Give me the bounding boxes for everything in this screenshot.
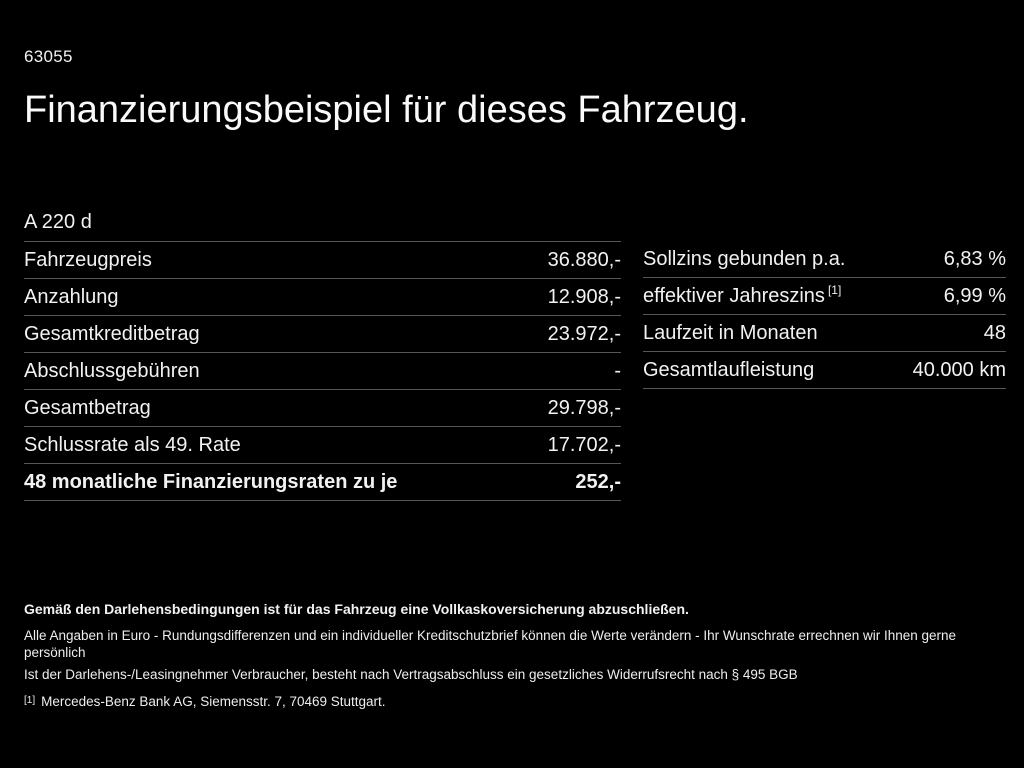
disclaimer-line: Alle Angaben in Euro - Rundungsdifferenz… — [24, 628, 957, 660]
vehicle-model-label: A 220 d — [24, 211, 92, 233]
table-row: Gesamtbetrag 29.798,- — [24, 390, 621, 427]
page-title: Finanzierungsbeispiel für dieses Fahrzeu… — [24, 89, 749, 131]
row-value: 6,99 % — [943, 284, 1006, 307]
row-value: 48 — [983, 321, 1006, 344]
row-label: Gesamtkreditbetrag — [24, 322, 200, 345]
row-value: 17.702,- — [547, 433, 621, 456]
table-row: Fahrzeugpreis 36.880,- — [24, 242, 621, 279]
row-label: Abschlussgebühren — [24, 359, 200, 382]
row-value: 252,- — [575, 470, 621, 493]
row-value: 6,83 % — [943, 247, 1006, 270]
row-label: Laufzeit in Monaten — [643, 321, 818, 344]
table-row: Gesamtlaufleistung 40.000 km — [643, 352, 1006, 389]
table-row: Abschlussgebühren - — [24, 353, 621, 390]
footnote-reference: [1] — [827, 282, 842, 297]
row-label: Sollzins gebunden p.a. — [643, 247, 846, 270]
table-row: Anzahlung 12.908,- — [24, 279, 621, 316]
row-label: Anzahlung — [24, 285, 119, 308]
disclaimer-line: Ist der Darlehens-/Leasingnehmer Verbrau… — [24, 667, 798, 682]
row-value: - — [614, 359, 621, 382]
insurance-note: Gemäß den Darlehensbedingungen ist für d… — [24, 601, 689, 617]
listing-code: 63055 — [24, 47, 73, 66]
table-row: Gesamtkreditbetrag 23.972,- — [24, 316, 621, 353]
row-label: Fahrzeugpreis — [24, 248, 152, 271]
table-row: Sollzins gebunden p.a. 6,83 % — [643, 241, 1006, 278]
row-value: 12.908,- — [547, 285, 621, 308]
table-row: Schlussrate als 49. Rate 17.702,- — [24, 427, 621, 464]
row-value: 40.000 km — [912, 358, 1006, 381]
table-row: Laufzeit in Monaten 48 — [643, 315, 1006, 352]
row-label: Schlussrate als 49. Rate — [24, 433, 241, 456]
row-label: effektiver Jahreszins — [643, 284, 825, 307]
row-label: Gesamtbetrag — [24, 396, 151, 419]
row-label: 48 monatliche Finanzierungsraten zu je — [24, 470, 398, 493]
row-value: 23.972,- — [547, 322, 621, 345]
row-label: Gesamtlaufleistung — [643, 358, 815, 381]
table-row: effektiver Jahreszins [1] 6,99 % — [643, 278, 1006, 315]
footnote-marker: [1] — [24, 695, 36, 706]
row-value: 29.798,- — [547, 396, 621, 419]
financing-table-left: Fahrzeugpreis 36.880,- Anzahlung 12.908,… — [24, 241, 621, 501]
financing-table-right: Sollzins gebunden p.a. 6,83 % effektiver… — [643, 241, 1006, 389]
row-value: 36.880,- — [547, 248, 621, 271]
table-row-monthly-rate: 48 monatliche Finanzierungsraten zu je 2… — [24, 464, 621, 501]
legal-footer: Gemäß den Darlehensbedingungen ist für d… — [24, 601, 1004, 724]
bank-footnote: [1] Mercedes-Benz Bank AG, Siemensstr. 7,… — [24, 692, 1004, 710]
footnote-text: Mercedes-Benz Bank AG, Siemensstr. 7, 70… — [41, 694, 386, 709]
